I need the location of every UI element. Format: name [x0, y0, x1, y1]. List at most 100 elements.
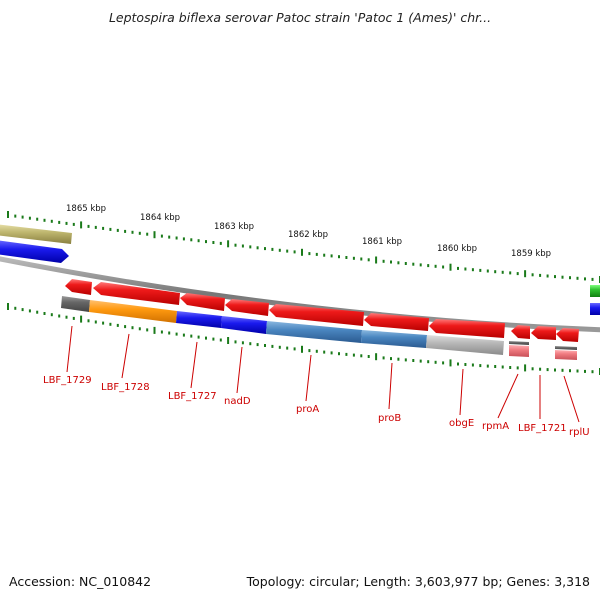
upper-minor-tick	[486, 269, 489, 273]
upper-minor-tick	[591, 277, 594, 281]
gene-label-lbf1727[interactable]: LBF_1727	[168, 391, 217, 402]
upper-minor-tick	[479, 268, 482, 272]
upper-minor-tick	[434, 264, 437, 268]
lower-minor-tick	[338, 352, 340, 356]
accession-text: Accession: NC_010842	[9, 574, 152, 589]
upper-minor-tick	[584, 277, 586, 281]
lower-minor-tick	[109, 322, 112, 326]
upper-minor-tick	[501, 270, 504, 274]
gene-label-lbf1728[interactable]: LBF_1728	[101, 382, 150, 393]
kbp-label-1864: 1864 kbp	[140, 213, 180, 223]
feature-green[interactable]	[590, 285, 600, 297]
lower-minor-tick	[182, 333, 185, 337]
gene-arrow-lbf1728[interactable]	[93, 282, 180, 305]
lower-minor-tick	[94, 320, 97, 324]
lower-minor-tick	[576, 369, 579, 373]
upper-minor-tick	[554, 275, 556, 279]
upper-minor-tick	[308, 252, 311, 256]
cds-rplU[interactable]	[555, 350, 577, 360]
leader-lbf1728	[121, 333, 130, 379]
upper-minor-tick	[323, 253, 326, 257]
upper-minor-tick	[131, 230, 134, 234]
gene-label-obgE[interactable]: obgE	[449, 418, 474, 429]
upper-minor-tick	[330, 254, 333, 258]
leader-proA	[305, 354, 312, 402]
gene-arrow-obgE[interactable]	[429, 319, 505, 338]
lower-major-tick	[153, 326, 156, 334]
lower-minor-tick	[419, 359, 422, 363]
lower-minor-tick	[382, 356, 385, 360]
upper-minor-tick	[14, 214, 17, 218]
upper-minor-tick	[404, 262, 407, 265]
lower-major-tick	[524, 364, 527, 372]
lower-minor-tick	[494, 365, 497, 368]
lower-minor-tick	[308, 349, 311, 353]
gene-arrow-proB[interactable]	[364, 313, 429, 331]
upper-major-tick	[80, 221, 83, 229]
gene-arrow-proA[interactable]	[269, 304, 364, 326]
cds-proA[interactable]	[266, 321, 362, 343]
upper-minor-tick	[197, 239, 200, 243]
upper-minor-tick	[168, 235, 171, 239]
upper-minor-tick	[427, 264, 430, 268]
gene-label-rpmA[interactable]: rpmA	[482, 421, 509, 432]
lower-minor-tick	[539, 367, 542, 371]
upper-minor-tick	[494, 270, 497, 274]
upper-minor-tick	[116, 228, 119, 232]
gene-arrow-nadD[interactable]	[225, 299, 269, 316]
gene-label-proB[interactable]: proB	[378, 413, 401, 424]
lower-minor-tick	[28, 309, 31, 313]
upper-minor-tick	[293, 250, 296, 254]
upper-minor-tick	[539, 273, 542, 277]
upper-minor-tick	[58, 220, 61, 224]
cds-lbf1727[interactable]	[176, 311, 222, 328]
feature-olive[interactable]	[0, 224, 72, 244]
cds-rpmA-upper[interactable]	[509, 341, 529, 345]
cds-proB[interactable]	[361, 330, 427, 348]
gene-label-nadD[interactable]: nadD	[224, 396, 251, 407]
lower-major-tick	[449, 359, 452, 367]
gene-label-proA[interactable]: proA	[296, 404, 319, 415]
upper-major-tick	[375, 256, 378, 264]
gene-arrow-lbf1721[interactable]	[531, 326, 556, 340]
lower-minor-tick	[554, 368, 556, 372]
lower-tick-track	[7, 303, 600, 375]
feature-blue-right[interactable]	[590, 303, 600, 315]
cds-nadD[interactable]	[221, 316, 267, 334]
upper-minor-tick	[36, 217, 39, 221]
lower-major-tick	[80, 315, 83, 323]
upper-minor-tick	[397, 261, 400, 265]
gene-arrow-rpmA[interactable]	[511, 325, 530, 339]
cds-rpmA[interactable]	[509, 345, 529, 357]
upper-minor-tick	[360, 257, 363, 261]
lower-minor-tick	[404, 358, 407, 362]
lower-minor-tick	[464, 363, 467, 366]
gene-arrow-lbf1727[interactable]	[180, 293, 225, 311]
cds-lbf1728[interactable]	[89, 300, 177, 323]
lower-minor-tick	[531, 367, 534, 371]
cds-lbf1729[interactable]	[61, 296, 90, 312]
upper-minor-tick	[190, 238, 193, 242]
kbp-label-1861: 1861 kbp	[362, 237, 402, 247]
leader-lbf1727	[190, 341, 198, 389]
lower-minor-tick	[569, 369, 571, 373]
lower-minor-tick	[58, 314, 61, 318]
cds-obgE[interactable]	[426, 335, 504, 355]
lower-minor-tick	[345, 352, 348, 356]
gene-arrow-rplU[interactable]	[556, 328, 579, 342]
upper-minor-tick	[531, 273, 534, 277]
cds-rplU-upper[interactable]	[555, 346, 577, 350]
gene-label-lbf1729[interactable]: LBF_1729	[43, 375, 92, 386]
upper-minor-tick	[419, 263, 422, 267]
feature-blue-arrow[interactable]	[0, 240, 69, 263]
lower-minor-tick	[197, 335, 200, 339]
leader-obgE	[459, 368, 464, 416]
upper-minor-tick	[345, 256, 348, 259]
lower-minor-tick	[390, 357, 392, 361]
gene-arrow-lbf1729[interactable]	[65, 279, 92, 295]
lower-minor-tick	[234, 340, 237, 344]
gene-label-rplU[interactable]: rplU	[569, 427, 590, 438]
upper-minor-tick	[28, 216, 31, 220]
gene-label-lbf1721[interactable]: LBF_1721	[518, 423, 567, 434]
